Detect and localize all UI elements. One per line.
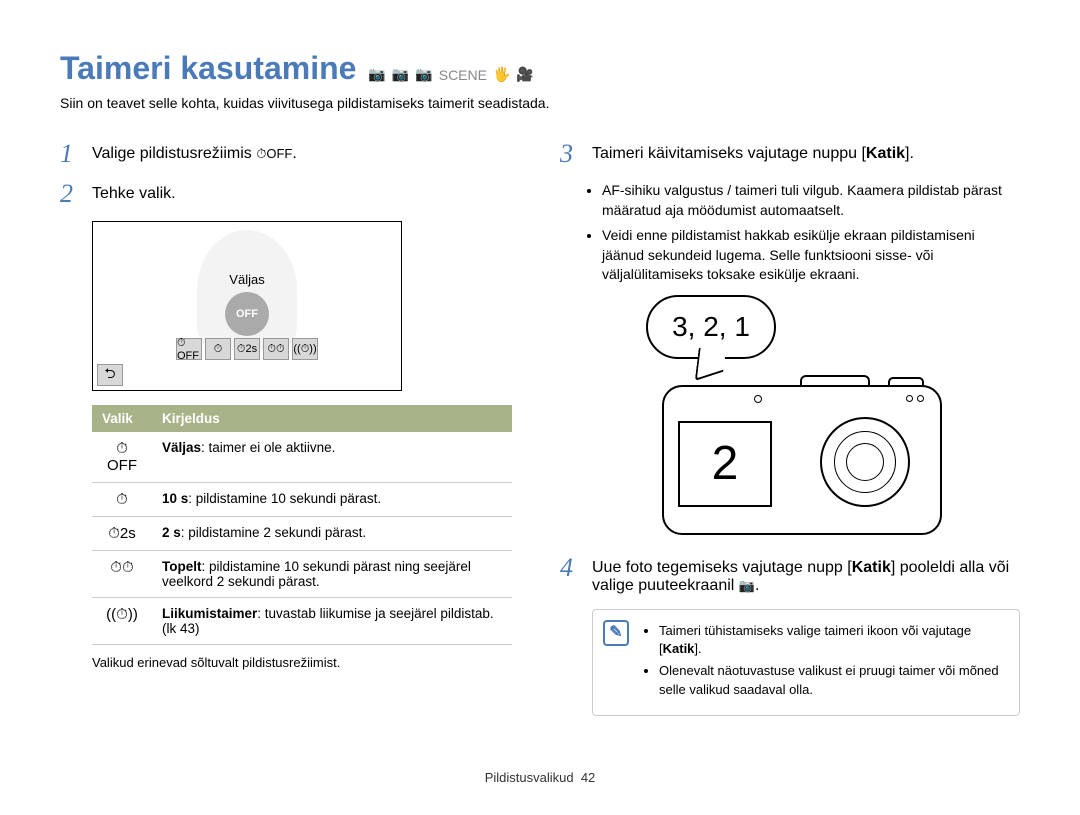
table-row: ⏱ 10 s: pildistamine 10 sekundi pärast. [92, 483, 512, 517]
mode-icon: 📷 [392, 66, 409, 83]
camera-led-icon [754, 395, 762, 403]
mode-icons-row: 📷 📷 📷 SCENE 🖐 🎥 [368, 66, 533, 83]
bullet-item: AF-sihiku valgustus / taimeri tuli vilgu… [602, 181, 1020, 220]
step-text: Taimeri käivitamiseks vajutage nuppu [Ka… [592, 141, 914, 163]
camera-shutter-icon [888, 377, 924, 387]
left-column: 1 Valige pildistusrežiimis ⏱OFF. 2 Tehke… [60, 141, 520, 716]
off-badge-icon: OFF [225, 292, 269, 336]
timer-icon: ⏱⏱ [263, 338, 289, 360]
timer-icon: ⏱OFF [176, 338, 202, 360]
info-icon: ✎ [603, 620, 629, 646]
table-header-description: Kirjeldus [152, 405, 512, 432]
tip-box: ✎ Taimeri tühistamiseks valige taimeri i… [592, 609, 1020, 716]
camera-icon: 📷 [739, 578, 755, 594]
screen-label-off: Väljas [229, 272, 264, 287]
table-row: ⏱2s 2 s: pildistamine 2 sekundi pärast. [92, 517, 512, 551]
step-text: Valige pildistusrežiimis ⏱OFF. [92, 141, 297, 163]
step-text: Tehke valik. [92, 181, 176, 203]
step-number: 1 [60, 141, 80, 167]
mode-icon: 📷 [415, 66, 432, 83]
back-icon: ⮌ [97, 364, 123, 386]
timer-icon: ⏱2s [234, 338, 260, 360]
table-row: ⏱OFF Väljas: taimer ei ole aktiivne. [92, 432, 512, 483]
timer-off-icon: ⏱OFF [256, 146, 292, 162]
timer-icon: ⏱ [205, 338, 231, 360]
option-icon: ⏱⏱ [92, 551, 152, 598]
table-row: ((⏱)) Liikumistaimer: tuvastab liikumise… [92, 598, 512, 645]
mode-icon: 🖐 [493, 66, 510, 83]
countdown-speech-bubble: 3, 2, 1 [646, 295, 776, 359]
step-number: 4 [560, 555, 580, 581]
mode-icon: SCENE [439, 67, 487, 83]
camera-front-screen: 2 [678, 421, 772, 507]
tip-item: Olenevalt näotuvastuse valikust ei pruug… [659, 662, 1005, 698]
camera-body-icon: 2 [662, 385, 942, 535]
page-title: Taimeri kasutamine [60, 50, 356, 87]
option-icon: ⏱ [92, 483, 152, 517]
right-column: 3 Taimeri käivitamiseks vajutage nuppu [… [560, 141, 1020, 716]
step-number: 2 [60, 181, 80, 207]
step-number: 3 [560, 141, 580, 167]
camera-illustration: 3, 2, 1 2 [592, 305, 972, 535]
camera-top-icon [800, 375, 870, 387]
mode-icon: 📷 [368, 66, 385, 83]
timer-options-row: ⏱OFF ⏱ ⏱2s ⏱⏱ ((⏱)) [176, 338, 318, 360]
tip-item: Taimeri tühistamiseks valige taimeri iko… [659, 622, 1005, 658]
camera-leds-icon [906, 395, 924, 402]
page-footer: Pildistusvalikud 42 [485, 770, 596, 785]
options-table: Valik Kirjeldus ⏱OFF Väljas: taimer ei o… [92, 405, 512, 645]
camera-lens-icon [820, 417, 910, 507]
option-icon: ⏱OFF [92, 432, 152, 483]
page-subtitle: Siin on teavet selle kohta, kuidas viivi… [60, 95, 1020, 111]
option-icon: ⏱2s [92, 517, 152, 551]
mode-icon: 🎥 [516, 66, 533, 83]
timer-icon: ((⏱)) [292, 338, 318, 360]
step-text: Uue foto tegemiseks vajutage nupp [Katik… [592, 555, 1020, 595]
camera-screen-illustration: Väljas OFF ⏱OFF ⏱ ⏱2s ⏱⏱ ((⏱)) ⮌ [92, 221, 402, 391]
option-icon: ((⏱)) [92, 598, 152, 645]
table-footnote: Valikud erinevad sõltuvalt pildistusreži… [92, 655, 520, 670]
bullet-item: Veidi enne pildistamist hakkab esikülje … [602, 226, 1020, 285]
table-header-option: Valik [92, 405, 152, 432]
table-row: ⏱⏱ Topelt: pildistamine 10 sekundi päras… [92, 551, 512, 598]
